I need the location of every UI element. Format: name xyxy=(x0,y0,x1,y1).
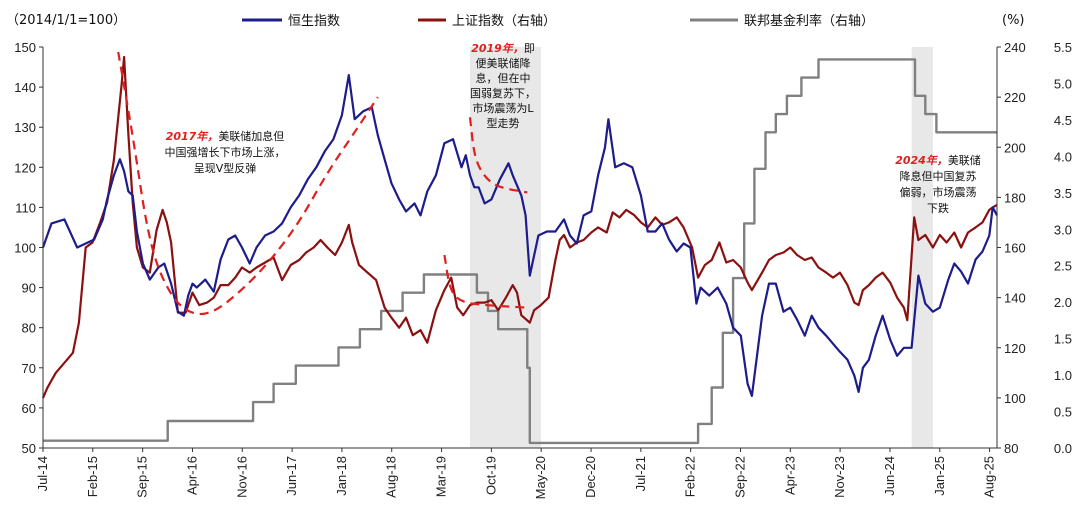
right-tick-label-rate: 5.0 xyxy=(1054,76,1072,91)
trend-line xyxy=(443,254,528,309)
x-tick-label: Jan-18 xyxy=(334,456,349,496)
right-tick-label-index: 100 xyxy=(1004,391,1026,406)
x-tick-label: Aug-25 xyxy=(982,456,997,498)
series-line xyxy=(41,74,998,397)
annotation-2019-line: 型走势 xyxy=(487,116,520,130)
x-tick-label: Jul-21 xyxy=(633,456,648,491)
x-tick-label: Dec-20 xyxy=(583,456,598,498)
series-layer xyxy=(41,55,998,445)
legend-label-hsi: 恒生指数 xyxy=(288,14,340,29)
shaded-period xyxy=(911,47,933,448)
right-tick-label-index: 80 xyxy=(1004,441,1018,456)
annotation-2019-line: 市场震荡为L xyxy=(472,101,534,115)
left-tick-label: 110 xyxy=(15,200,36,215)
right-axis-ticks-index: 80 100 120 140 160 180 200 220 240 xyxy=(997,40,1026,456)
left-tick-label: 100 xyxy=(14,241,36,256)
left-tick-label: 80 xyxy=(22,321,36,336)
left-axis-label: （2014/1/1=100） xyxy=(6,13,126,28)
annotation-2024-line: 美联储 xyxy=(948,153,981,167)
x-tick-label: Jan-25 xyxy=(932,456,947,496)
right-tick-label-index: 180 xyxy=(1004,190,1026,205)
x-tick-label: Feb-22 xyxy=(683,456,698,497)
trend-lines xyxy=(117,51,528,316)
right-tick-label-index: 120 xyxy=(1004,341,1026,356)
left-tick-label: 60 xyxy=(22,401,36,416)
right-tick-label-index: 200 xyxy=(1004,140,1026,155)
annotation-2019-highlight: 2019年， xyxy=(471,42,524,55)
legend: 恒生指数 上证指数（右轴） 联邦基金利率（右轴） xyxy=(242,13,874,29)
annotation-2019-line: 便美联储降 xyxy=(476,56,531,70)
annotation-2024-line: 降息但中国复苏 xyxy=(900,169,977,183)
annotation-2024-line: 偏弱，市场震荡 xyxy=(900,185,977,199)
x-tick-label: Apr-23 xyxy=(782,456,797,495)
right-axis-ticks-rate: 0.0 0.5 1.0 1.5 2.0 2.5 3.0 3.5 4.0 4.5 5.0 5.5 xyxy=(1054,40,1072,456)
x-tick-label: Nov-16 xyxy=(234,456,249,498)
x-tick-label: Jul-14 xyxy=(35,456,50,491)
annotation-2019: 2019年，即 便美联储降 息，但在中 国弱复苏下， 市场震荡为L 型走势 xyxy=(470,42,536,130)
x-tick-label: Jun-17 xyxy=(284,456,299,496)
trend-line xyxy=(468,117,528,194)
annotation-2017-highlight: 2017年， xyxy=(166,130,219,143)
right-tick-label-rate: 1.0 xyxy=(1054,368,1072,383)
svg-text:2019年，即: 2019年，即 xyxy=(471,42,535,55)
left-tick-label: 130 xyxy=(14,120,36,135)
annotation-2017-line: 美联储加息但 xyxy=(218,129,284,143)
annotation-2024-highlight: 2024年， xyxy=(895,154,948,167)
right-tick-label-rate: 4.5 xyxy=(1054,113,1072,128)
left-tick-label: 150 xyxy=(14,40,36,55)
annotation-2024-line: 下跌 xyxy=(927,201,949,215)
annotation-2019-line: 国弱复苏下， xyxy=(470,86,536,100)
x-tick-label: Oct-19 xyxy=(483,456,498,495)
right-tick-label-index: 240 xyxy=(1004,40,1026,55)
x-tick-label: Apr-16 xyxy=(184,456,199,495)
right-tick-label-rate: 5.5 xyxy=(1054,40,1072,55)
right-tick-label-rate: 3.5 xyxy=(1054,186,1072,201)
right-axis-label: (%) xyxy=(1002,13,1025,28)
x-axis-ticks: Jul-14 Feb-15 Sep-15 Apr-16 Nov-16 Jun-17 Jan-… xyxy=(35,448,997,499)
right-tick-label-rate: 2.0 xyxy=(1054,295,1072,310)
left-axis-ticks: 50 60 70 80 90 100 110 120 130 140 150 xyxy=(14,40,43,456)
right-tick-label-rate: 4.0 xyxy=(1054,149,1072,164)
svg-text:2024年，美联储: 2024年，美联储 xyxy=(895,153,981,167)
right-tick-label-rate: 3.0 xyxy=(1054,222,1072,237)
right-tick-label-rate: 0.5 xyxy=(1054,405,1072,420)
right-tick-label-index: 220 xyxy=(1004,90,1026,105)
annotation-2019-line: 即 xyxy=(524,42,535,55)
left-tick-label: 70 xyxy=(22,361,36,376)
left-tick-label: 120 xyxy=(14,160,36,175)
shaded-periods xyxy=(470,47,933,448)
right-tick-label-rate: 0.0 xyxy=(1054,441,1072,456)
trend-line xyxy=(117,51,379,316)
annotation-2024: 2024年，美联储 降息但中国复苏 偏弱，市场震荡 下跌 xyxy=(895,153,981,215)
annotation-2019-line: 息，但在中 xyxy=(476,71,531,85)
x-tick-label: Mar-19 xyxy=(434,456,449,497)
x-tick-label: May-20 xyxy=(533,456,548,499)
right-tick-label-rate: 1.5 xyxy=(1054,332,1072,347)
legend-label-sse: 上证指数（右轴） xyxy=(452,14,556,29)
left-tick-label: 140 xyxy=(14,80,36,95)
x-tick-label: Nov-23 xyxy=(832,456,847,498)
right-tick-label-index: 160 xyxy=(1004,241,1026,256)
x-tick-label: Sep-22 xyxy=(733,456,748,498)
svg-text:2017年，美联储加息但: 2017年，美联储加息但 xyxy=(166,129,285,143)
left-tick-label: 90 xyxy=(22,281,36,296)
annotation-2017-line: 呈现V型反弹 xyxy=(194,161,257,175)
series-line xyxy=(41,55,998,399)
x-tick-label: Sep-15 xyxy=(135,456,150,498)
x-tick-label: Aug-18 xyxy=(384,456,399,498)
x-tick-label: Jun-24 xyxy=(882,456,897,496)
right-tick-label-rate: 2.5 xyxy=(1054,259,1072,274)
annotation-2017-line: 中国强增长下市场上涨， xyxy=(165,145,286,159)
legend-label-fedrate: 联邦基金利率（右轴） xyxy=(744,13,874,29)
right-tick-label-index: 140 xyxy=(1004,291,1026,306)
series-line xyxy=(43,58,997,445)
left-tick-label: 50 xyxy=(22,441,36,456)
x-tick-label: Feb-15 xyxy=(85,456,100,497)
annotation-2017: 2017年，美联储加息但 中国强增长下市场上涨， 呈现V型反弹 xyxy=(165,129,286,175)
